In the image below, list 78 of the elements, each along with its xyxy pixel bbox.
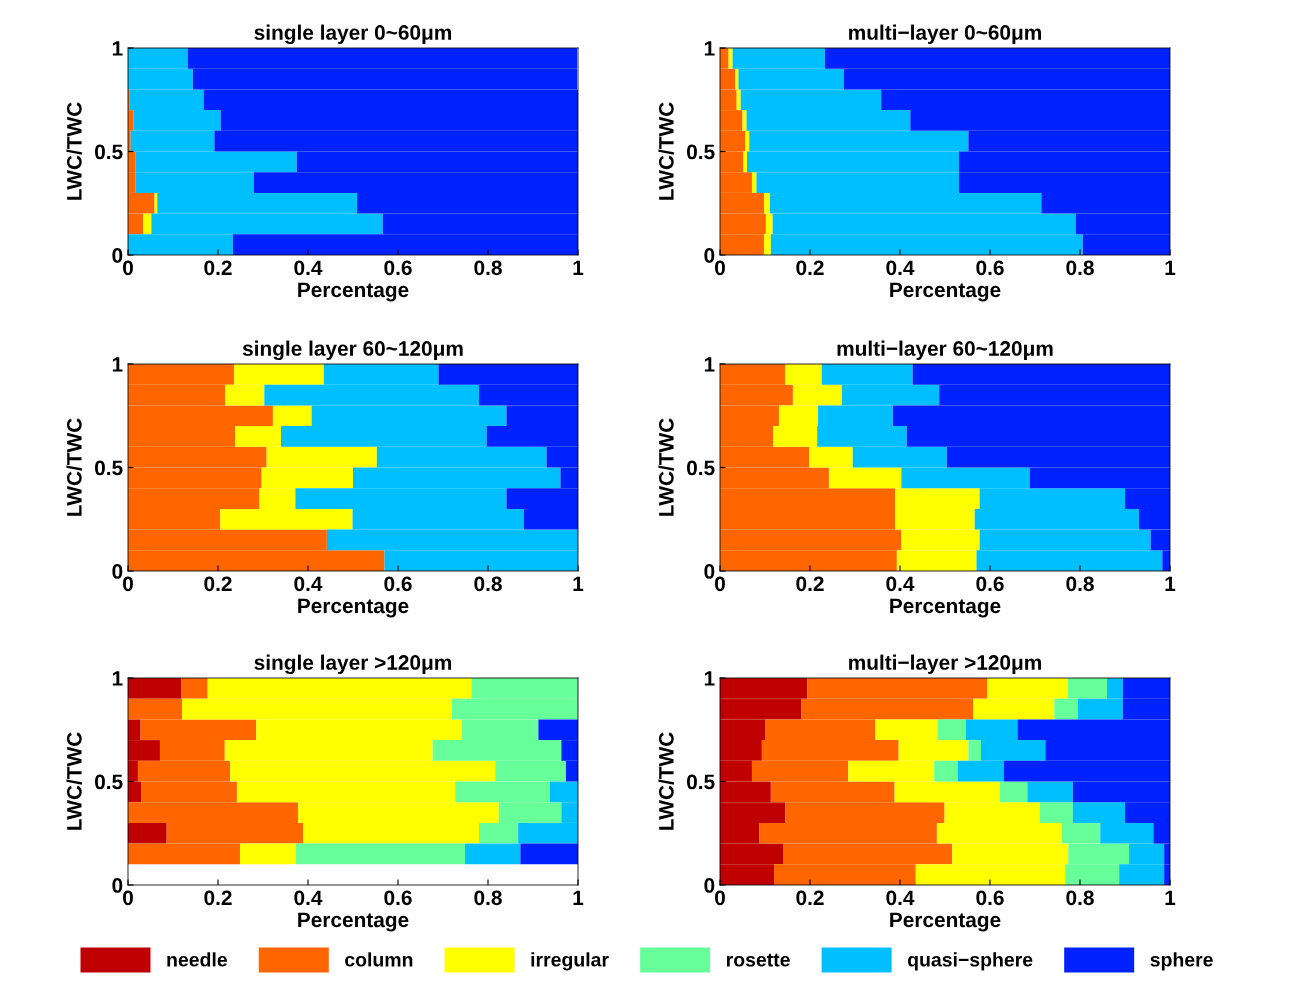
- x-tick-label: 0.8: [1066, 890, 1094, 906]
- y-tick-label: 0: [112, 564, 123, 579]
- x-tick-label: 0.6: [384, 260, 412, 276]
- x-axis-title: Percentage: [890, 912, 1001, 932]
- x-tick-label: 0.2: [204, 890, 232, 906]
- legend-label: irregular: [531, 952, 609, 971]
- x-tick-label: 1: [1165, 260, 1176, 275]
- y-axis-title: LWC/TWC: [658, 732, 674, 830]
- x-tick-label: 0.8: [1066, 576, 1094, 592]
- x-tick-label: 0.2: [796, 260, 824, 276]
- x-tick-label: 1: [573, 576, 584, 591]
- legend-label: quasi−sphere: [907, 952, 1033, 971]
- x-tick-label: 0.4: [294, 576, 323, 592]
- y-tick-label: 0: [704, 878, 715, 893]
- y-tick-label: 1: [112, 357, 123, 372]
- x-tick-label: 0.4: [886, 890, 915, 906]
- y-axis-title: LWC/TWC: [66, 732, 82, 830]
- y-tick-label: 0.5: [95, 144, 123, 160]
- x-tick-label: 0.2: [796, 890, 824, 906]
- x-tick-label: 0.6: [976, 576, 1004, 592]
- y-axis-title: LWC/TWC: [66, 102, 82, 200]
- y-tick-label: 0: [704, 564, 715, 579]
- y-tick-label: 0.5: [95, 460, 123, 476]
- x-tick-label: 1: [1165, 890, 1176, 905]
- x-tick-label: 0.4: [294, 260, 323, 276]
- x-tick-label: 0: [715, 260, 725, 276]
- y-tick-label: 0: [704, 248, 715, 263]
- y-tick-label: 1: [704, 41, 715, 56]
- chart-title: single layer 60~120μm: [242, 340, 463, 361]
- y-axis-title: LWC/TWC: [658, 418, 674, 516]
- x-tick-label: 0: [715, 890, 725, 906]
- x-tick-label: 0.2: [796, 576, 824, 592]
- x-tick-label: 1: [1165, 576, 1176, 591]
- x-tick-label: 0.8: [474, 890, 502, 906]
- y-tick-label: 0.5: [687, 144, 715, 160]
- x-axis-title: Percentage: [298, 598, 409, 618]
- chart-title: multi−layer 60~120μm: [837, 340, 1053, 360]
- x-axis-title: Percentage: [298, 282, 409, 302]
- x-tick-label: 0: [123, 576, 133, 592]
- y-tick-label: 0: [112, 878, 123, 893]
- x-axis-title: Percentage: [298, 912, 409, 932]
- chart-title: multi−layer >120μm: [849, 654, 1041, 674]
- y-tick-label: 1: [704, 357, 715, 372]
- y-tick-label: 1: [112, 671, 123, 686]
- legend-label: rosette: [726, 953, 790, 967]
- x-tick-label: 0.6: [384, 576, 412, 592]
- x-tick-label: 0.6: [976, 890, 1004, 906]
- y-axis-title: LWC/TWC: [658, 102, 674, 200]
- x-tick-label: 1: [573, 890, 584, 905]
- x-tick-label: 0: [123, 260, 133, 276]
- x-tick-label: 0.2: [204, 260, 232, 276]
- chart-title: multi−layer 0~60μm: [849, 24, 1041, 44]
- x-tick-label: 1: [573, 260, 584, 275]
- x-tick-label: 0.2: [204, 576, 232, 592]
- x-tick-label: 0.4: [886, 576, 915, 592]
- x-tick-label: 0.8: [474, 576, 502, 592]
- chart-title: single layer >120μm: [254, 654, 452, 675]
- x-tick-label: 0.8: [1066, 260, 1094, 276]
- chart-title: single layer 0~60μm: [254, 24, 452, 45]
- x-tick-label: 0.6: [384, 890, 412, 906]
- y-tick-label: 0.5: [687, 460, 715, 476]
- x-tick-label: 0: [123, 890, 133, 906]
- legend-label: column: [345, 952, 413, 967]
- x-axis-title: Percentage: [890, 598, 1001, 618]
- y-tick-label: 0.5: [687, 774, 715, 790]
- y-tick-label: 0.5: [95, 774, 123, 790]
- x-axis-title: Percentage: [890, 282, 1001, 302]
- y-axis-title: LWC/TWC: [66, 418, 82, 516]
- x-tick-label: 0.4: [886, 260, 915, 276]
- x-tick-label: 0.8: [474, 260, 502, 276]
- legend-label: sphere: [1150, 952, 1213, 971]
- x-tick-label: 0.6: [976, 260, 1004, 276]
- legend-label: needle: [167, 952, 227, 967]
- y-tick-label: 1: [704, 671, 715, 686]
- x-tick-label: 0.4: [294, 890, 323, 906]
- x-tick-label: 0: [715, 576, 725, 592]
- y-tick-label: 1: [112, 41, 123, 56]
- y-tick-label: 0: [112, 248, 123, 263]
